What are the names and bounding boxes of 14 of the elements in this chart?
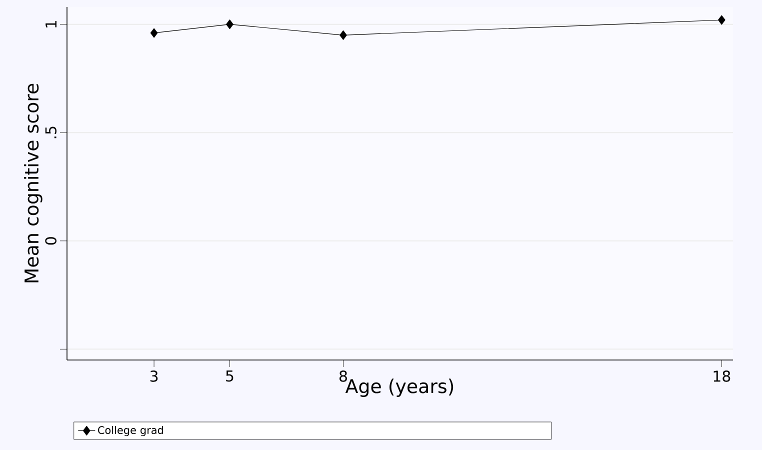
x-tick-label: 8 xyxy=(340,370,347,382)
x-tick-label: 18 xyxy=(714,370,730,382)
x-axis-title: Age (years) xyxy=(345,378,454,397)
x-tick-label: 3 xyxy=(150,370,158,382)
y-axis-title: Mean cognitive score xyxy=(24,84,42,282)
point xyxy=(340,30,347,40)
x-tick-label: 5 xyxy=(226,370,234,382)
legend-label: College grad xyxy=(98,426,163,436)
point xyxy=(150,28,158,38)
point xyxy=(226,20,234,30)
y-tick-label: 0 xyxy=(45,237,56,245)
y-tick-label: .5 xyxy=(45,126,56,138)
y-tick-label: 1 xyxy=(46,20,56,28)
point xyxy=(718,15,726,25)
